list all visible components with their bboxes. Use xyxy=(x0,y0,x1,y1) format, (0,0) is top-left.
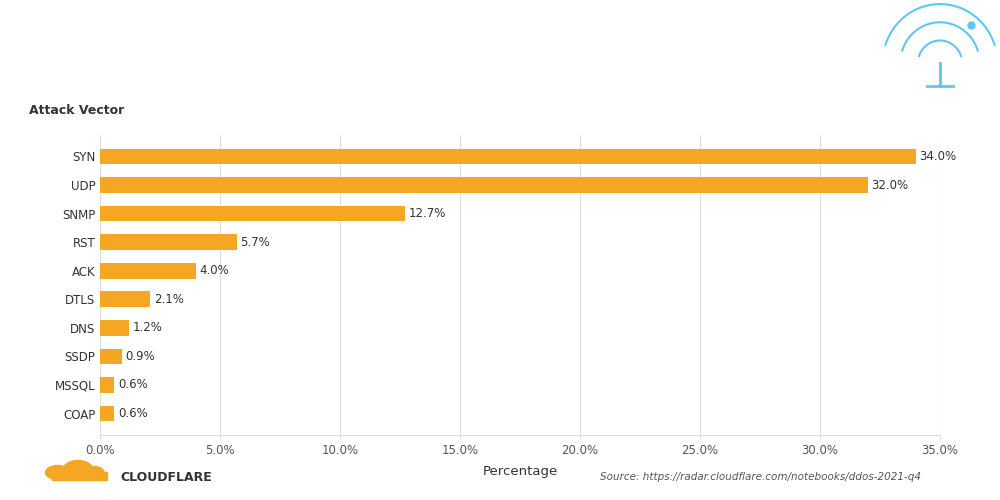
Ellipse shape xyxy=(84,466,104,478)
Bar xyxy=(52,472,107,480)
Bar xyxy=(100,320,129,336)
Bar xyxy=(100,406,114,421)
X-axis label: Percentage: Percentage xyxy=(482,466,558,478)
Ellipse shape xyxy=(64,460,92,476)
Text: Source: https://radar.cloudflare.com/notebooks/ddos-2021-q4: Source: https://radar.cloudflare.com/not… xyxy=(600,472,921,482)
Bar xyxy=(100,234,237,250)
Text: 34.0%: 34.0% xyxy=(920,150,957,163)
Bar xyxy=(100,263,196,278)
Bar xyxy=(100,148,916,164)
Text: CLOUDFLARE: CLOUDFLARE xyxy=(120,471,212,484)
Text: 32.0%: 32.0% xyxy=(872,178,909,192)
Text: 0.6%: 0.6% xyxy=(118,407,148,420)
Bar xyxy=(100,206,405,222)
Text: Network-layer DDoS attacks: Distribution by top attack vectors: Network-layer DDoS attacks: Distribution… xyxy=(30,40,826,60)
Text: 5.7%: 5.7% xyxy=(240,236,270,248)
Text: 1.2%: 1.2% xyxy=(132,322,162,334)
Text: 0.9%: 0.9% xyxy=(125,350,155,363)
Text: Attack Vector: Attack Vector xyxy=(29,104,124,117)
Bar xyxy=(100,177,868,193)
Text: 4.0%: 4.0% xyxy=(200,264,229,277)
Text: 2.1%: 2.1% xyxy=(154,293,184,306)
Bar xyxy=(100,377,114,393)
Bar xyxy=(100,292,150,307)
Text: 0.6%: 0.6% xyxy=(118,378,148,392)
Bar xyxy=(100,348,122,364)
Text: 12.7%: 12.7% xyxy=(408,207,446,220)
Ellipse shape xyxy=(46,466,70,479)
